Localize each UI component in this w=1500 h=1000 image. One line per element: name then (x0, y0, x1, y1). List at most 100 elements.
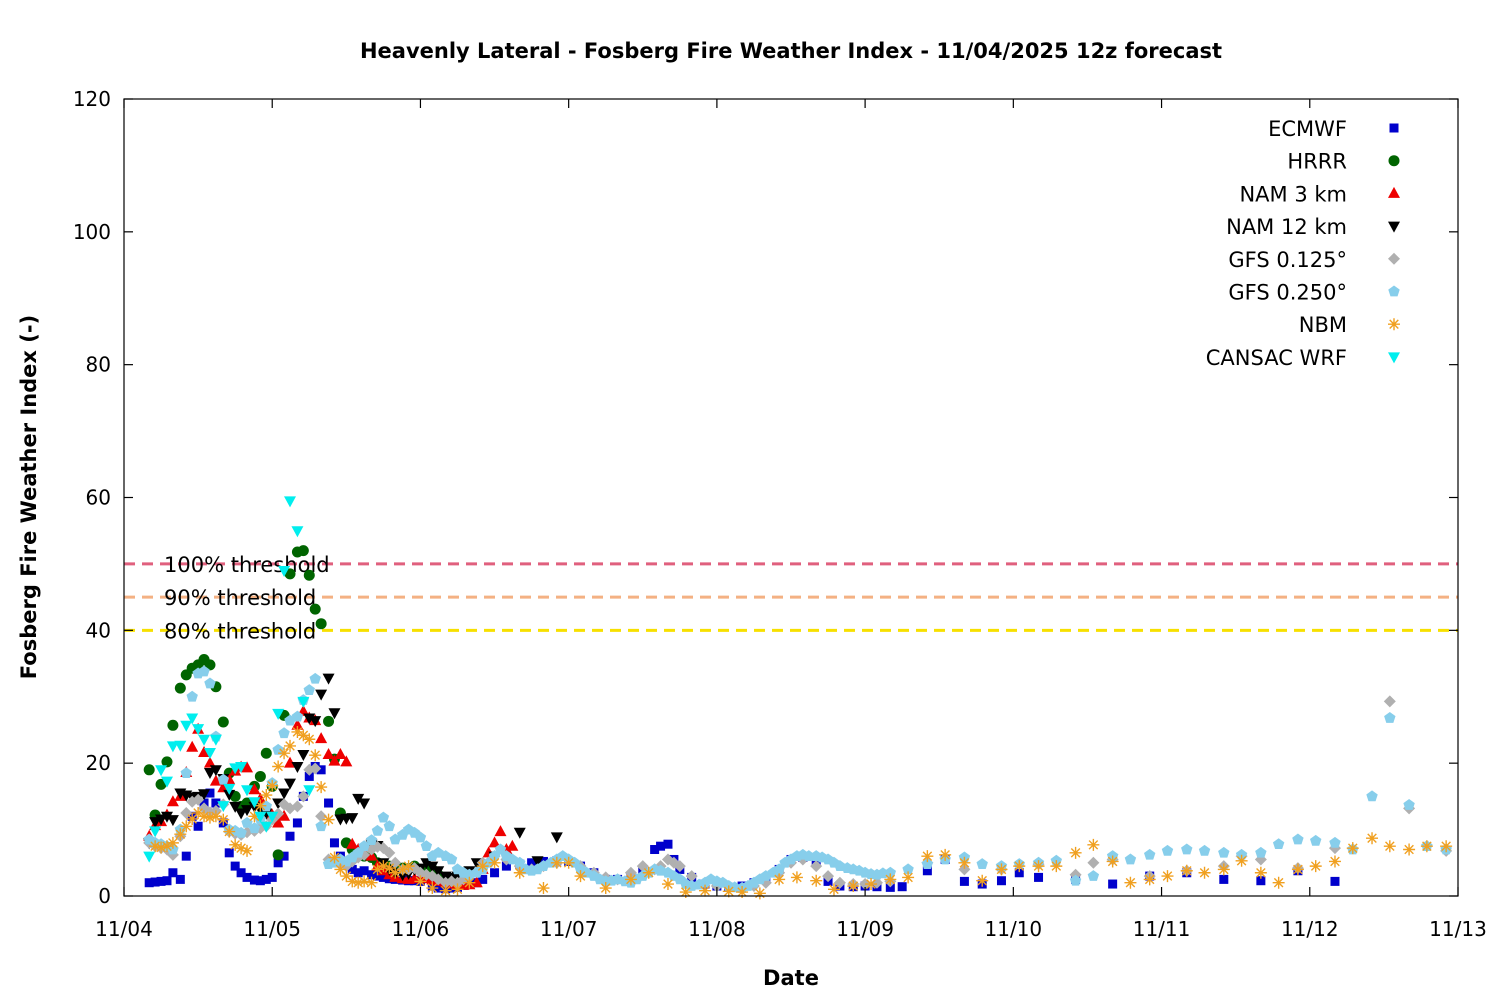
point-nbm (1272, 876, 1285, 889)
point-ecmwf (1014, 868, 1024, 878)
point-nbm (371, 863, 384, 876)
point-gfs-0-250 (902, 863, 914, 875)
point-nbm (513, 866, 526, 879)
point-nbm (1291, 863, 1304, 876)
point-cansac-wrf (223, 783, 236, 795)
point-nbm (537, 882, 550, 895)
point-nam-12-km (272, 798, 285, 810)
point-nbm (439, 884, 452, 897)
point-gfs-0-125 (822, 870, 835, 883)
x-axis-label: Date (763, 966, 819, 990)
point-nam-3-km (198, 746, 211, 758)
legend-marker-hrrr (1388, 155, 1400, 167)
point-cansac-wrf (248, 797, 261, 809)
point-gfs-0-250 (272, 743, 284, 755)
x-tick-label: 11/08 (688, 917, 746, 941)
point-gfs-0-250 (1161, 844, 1174, 856)
point-ecmwf (255, 876, 265, 886)
point-nbm (884, 873, 897, 886)
point-hrrr (174, 682, 186, 694)
point-cansac-wrf (180, 720, 193, 732)
point-ecmwf (1256, 876, 1266, 886)
point-nbm (328, 851, 341, 864)
point-nbm (1309, 860, 1322, 873)
point-nbm (1032, 860, 1045, 873)
legend-label: NAM 12 km (1226, 215, 1347, 239)
point-nam-12-km (209, 765, 222, 777)
point-nam-12-km (531, 856, 544, 868)
point-nbm (377, 860, 390, 873)
point-nbm (488, 856, 501, 869)
point-nbm (241, 844, 254, 857)
point-gfs-0-250 (921, 858, 934, 869)
point-cansac-wrf (278, 566, 291, 578)
point-nam-12-km (315, 689, 328, 701)
point-gfs-0-125 (192, 793, 205, 806)
point-ecmwf (663, 839, 673, 849)
point-cansac-wrf (266, 811, 279, 823)
point-ecmwf (273, 858, 283, 868)
point-nbm (1013, 860, 1026, 873)
point-nam-3-km (186, 740, 199, 752)
point-nbm (1366, 832, 1379, 845)
point-nbm (679, 886, 692, 899)
point-cansac-wrf (155, 765, 168, 777)
point-nam-3-km (291, 718, 304, 730)
legend-marker-gfs-0-125 (1388, 252, 1400, 265)
x-tick-label: 11/12 (1281, 917, 1339, 941)
point-cansac-wrf (209, 734, 222, 746)
point-nbm (260, 789, 273, 802)
legend-label: GFS 0.250° (1228, 281, 1347, 305)
point-nbm (1069, 846, 1082, 859)
x-tick-label: 11/09 (836, 917, 894, 941)
y-tick-label: 0 (98, 884, 111, 908)
point-cansac-wrf (192, 724, 205, 736)
y-tick-label: 100 (73, 220, 111, 244)
point-nbm (414, 875, 427, 888)
x-tick-label: 11/07 (540, 917, 598, 941)
point-nbm (426, 882, 439, 895)
point-nam-12-km (426, 861, 439, 873)
point-gfs-0-250 (180, 767, 192, 778)
point-cansac-wrf (235, 761, 248, 773)
y-tick-label: 120 (73, 87, 111, 111)
point-gfs-0-250 (884, 866, 897, 878)
point-hrrr (315, 618, 327, 630)
point-hrrr (167, 719, 179, 731)
point-nbm (810, 874, 823, 887)
point-nbm (180, 820, 193, 833)
point-nbm (365, 876, 378, 889)
point-nbm (235, 842, 248, 855)
point-nbm (1180, 864, 1193, 877)
point-nbm (827, 883, 840, 896)
point-nbm (1050, 860, 1063, 873)
x-tick-label: 11/06 (392, 917, 450, 941)
point-nbm (402, 860, 415, 873)
y-axis-label: Fosberg Fire Weather Index (-) (17, 315, 41, 679)
point-gfs-0-125 (1383, 695, 1396, 708)
point-nbm (174, 828, 187, 841)
point-ecmwf (205, 788, 215, 798)
point-ecmwf (156, 876, 166, 886)
point-gfs-0-250 (309, 672, 321, 684)
point-nbm (203, 811, 216, 824)
point-nam-12-km (166, 815, 179, 827)
point-nam-12-km (160, 811, 173, 823)
point-gfs-0-250 (1366, 790, 1378, 802)
point-ecmwf (490, 868, 500, 878)
point-ecmwf (1219, 874, 1229, 884)
point-nbm (322, 813, 335, 826)
point-ecmwf (347, 864, 357, 874)
point-ecmwf (150, 877, 160, 887)
point-hrrr (303, 569, 315, 581)
point-nbm (303, 733, 316, 746)
point-ecmwf (897, 882, 907, 892)
point-ecmwf (175, 874, 185, 884)
point-ecmwf (1034, 872, 1044, 882)
point-gfs-0-125 (685, 870, 698, 883)
point-nbm (699, 884, 712, 897)
point-nam-3-km (272, 816, 285, 828)
point-nbm (166, 836, 179, 849)
point-ecmwf (211, 798, 221, 808)
point-nbm (753, 887, 766, 900)
